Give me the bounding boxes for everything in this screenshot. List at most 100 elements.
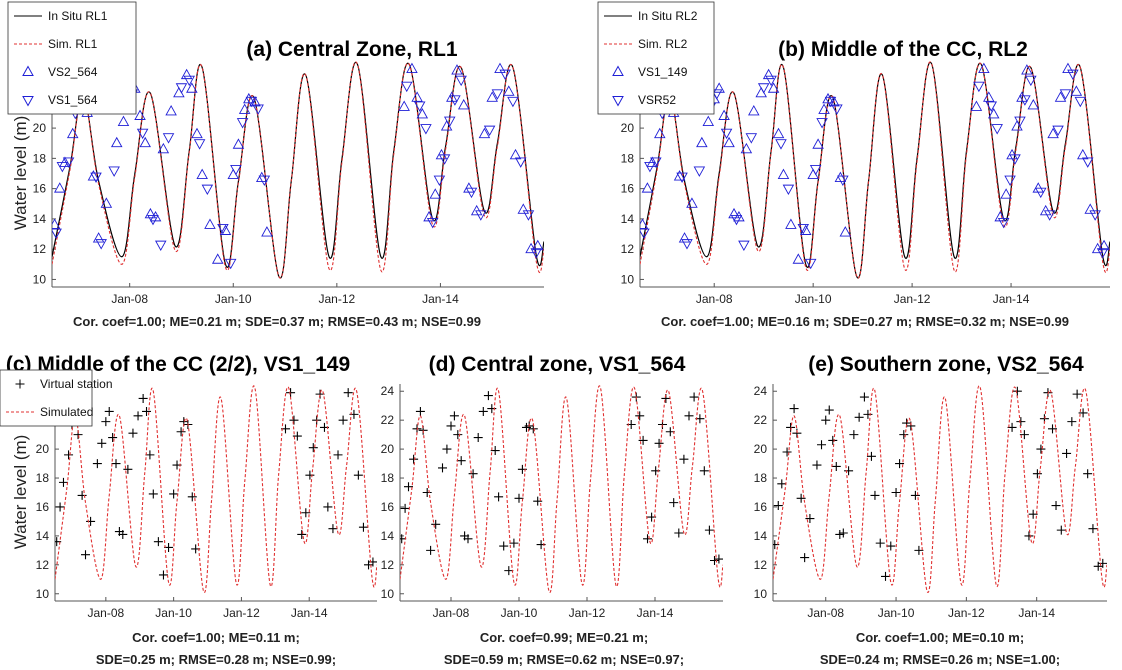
data-point (144, 207, 157, 219)
y-tick-label: 12 (33, 242, 47, 256)
legend: In Situ RL2 Sim. RL2 VS1_149 VSR52 (597, 1, 715, 115)
data-point (465, 187, 478, 199)
data-point (1043, 210, 1056, 221)
data-point (289, 415, 299, 425)
legend-entry: In Situ RL1 (48, 9, 108, 23)
data-point (494, 492, 504, 502)
data-point (641, 182, 654, 193)
x-tick-label: Jan-12 (569, 606, 606, 620)
y-tick-label: 20 (621, 121, 635, 135)
y-tick-label: 14 (754, 529, 768, 543)
data-point (1019, 430, 1029, 440)
data-point (654, 127, 666, 139)
data-point (108, 433, 118, 443)
x-tick-label: Jan-14 (637, 606, 674, 620)
data-point (411, 91, 423, 102)
data-point (978, 62, 990, 74)
data-point (110, 136, 123, 148)
x-tick-label: Jan-08 (696, 292, 733, 306)
data-point (475, 210, 487, 221)
data-point (100, 197, 113, 208)
data-point (157, 142, 170, 154)
data-point (429, 188, 442, 199)
data-point (108, 166, 120, 177)
data-point (792, 253, 805, 264)
legend-entry: VSR52 (638, 93, 676, 107)
y-tick-label: 12 (754, 558, 768, 572)
panel-4: 10 12 14 16 18 20 22 24 Jan-08 Jan-10 Jan-12 Jan-14… (754, 353, 1107, 667)
x-tick-label: Jan-08 (87, 606, 124, 620)
data-point (809, 165, 822, 176)
data-point (398, 100, 410, 111)
simulated-line (640, 61, 1110, 279)
y-tick-label: 12 (621, 242, 635, 256)
data-point (733, 210, 745, 222)
panel-title: (a) Central Zone, RL1 (246, 38, 458, 61)
data-point (745, 133, 758, 144)
y-tick-label: 18 (36, 471, 50, 485)
x-tick-label: Jan-10 (155, 606, 192, 620)
data-point (449, 411, 459, 421)
data-point (81, 550, 91, 560)
data-point (1070, 85, 1083, 96)
data-point (186, 82, 198, 93)
data-point (818, 103, 830, 114)
data-point (991, 124, 1003, 135)
data-point (665, 427, 675, 437)
data-point (775, 139, 787, 150)
data-point (133, 411, 143, 421)
data-point (870, 490, 880, 500)
data-point (426, 217, 439, 229)
data-point (211, 253, 224, 264)
data-point (453, 430, 463, 440)
x-tick-label: Jan-12 (948, 606, 985, 620)
data-point (64, 450, 74, 460)
data-point (863, 409, 873, 419)
legend-swatch (612, 96, 624, 107)
plot-area (640, 61, 1110, 279)
y-tick-label: 20 (33, 121, 47, 135)
data-point (104, 406, 114, 416)
data-point (86, 516, 96, 526)
data-point (187, 492, 197, 502)
data-point (486, 91, 498, 102)
data-point (644, 161, 656, 173)
data-point (230, 165, 242, 176)
data-point (651, 466, 661, 476)
data-point (286, 388, 296, 398)
data-point (875, 538, 885, 548)
data-point (128, 428, 138, 438)
data-point (368, 557, 377, 567)
data-point (238, 103, 251, 114)
data-point (821, 415, 831, 425)
data-point (409, 454, 419, 464)
data-point (449, 95, 461, 106)
data-point (468, 469, 478, 479)
x-tick-label: Jan-10 (795, 292, 832, 306)
y-tick-label: 24 (754, 384, 768, 398)
data-point (777, 479, 787, 489)
data-point (463, 182, 475, 193)
y-tick-label: 18 (381, 471, 395, 485)
data-point (1089, 210, 1101, 221)
data-point (1062, 448, 1072, 458)
data-point (738, 240, 750, 252)
y-tick-label: 10 (754, 587, 768, 601)
data-point (910, 490, 920, 500)
data-point (696, 136, 708, 148)
data-point (145, 450, 155, 460)
data-point (1056, 525, 1066, 535)
data-point (56, 161, 69, 173)
data-point (765, 75, 777, 87)
data-point (1052, 125, 1064, 137)
data-point (1027, 98, 1040, 110)
data-point (1021, 64, 1033, 75)
data-point (831, 104, 843, 115)
data-point (111, 459, 121, 469)
data-point (1051, 501, 1061, 511)
data-point (87, 170, 100, 181)
data-point (249, 95, 261, 107)
data-point (400, 534, 407, 544)
data-point (433, 175, 446, 186)
x-tick-label: Jan-12 (318, 292, 355, 306)
